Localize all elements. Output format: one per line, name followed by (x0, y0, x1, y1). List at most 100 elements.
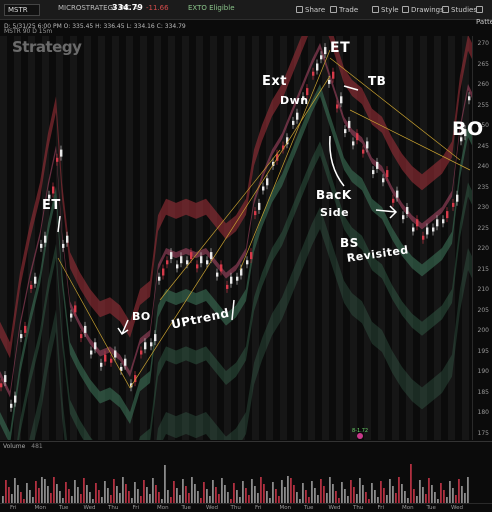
candle-body (386, 170, 389, 178)
candle-body (246, 260, 249, 265)
candle-body (396, 190, 399, 198)
session-shade (238, 36, 245, 440)
volume-bar (458, 479, 460, 503)
volume-bar (434, 492, 436, 503)
candle-body (376, 161, 379, 169)
volume-bar (398, 477, 400, 503)
date-tick-label: Mon (402, 505, 414, 511)
studies-button[interactable]: Studies (442, 4, 477, 16)
session-shade (196, 36, 203, 440)
candle-body (74, 305, 77, 313)
session-shade (140, 36, 147, 440)
session-shade (126, 36, 133, 440)
style-button[interactable]: Style (372, 4, 399, 16)
volume-bar (194, 484, 196, 503)
candle-body (230, 276, 233, 284)
candle-body (452, 202, 455, 207)
price-axis[interactable]: 270 265 260 255 250 245 240 235 230 225 220 215 210 2… (472, 36, 492, 440)
candle-body (40, 243, 43, 248)
candle-body (226, 284, 229, 289)
volume-bar (383, 488, 385, 503)
trendline (329, 57, 461, 161)
volume-bar (92, 499, 94, 503)
volume-bar (8, 487, 10, 503)
annotation-back: BacK (316, 188, 352, 202)
volume-bar (413, 489, 415, 503)
session-shade (308, 36, 315, 440)
volume-bar (224, 485, 226, 503)
share-button[interactable]: Share (296, 4, 325, 16)
volume-bar (281, 480, 283, 503)
candle-body (312, 71, 315, 76)
volume-bar (23, 499, 25, 503)
price-tick-label: 255 (477, 101, 489, 109)
candle-body (10, 403, 13, 408)
annotation-bo-left: BO (132, 310, 151, 323)
candle-body (416, 219, 419, 227)
candle-body (336, 104, 339, 109)
candle-body (166, 260, 169, 265)
candle-body (94, 342, 97, 350)
volume-bar (17, 485, 19, 503)
trendline (349, 109, 471, 171)
date-tick-label: Fri (132, 505, 140, 511)
volume-bar (20, 492, 22, 503)
volume-bar (176, 488, 178, 503)
annotation-side: Side (320, 206, 350, 219)
price-tick-label: 265 (477, 60, 489, 68)
volume-bar (104, 481, 106, 503)
candle-body (206, 260, 209, 265)
trade-button[interactable]: Trade (330, 4, 358, 16)
volume-bar (332, 484, 334, 503)
date-axis[interactable]: Fri Mon Tue Wed Thu Fri Mon Tue Wed Thu Fri Mon Tue W… (0, 503, 492, 512)
candle-body (412, 227, 415, 232)
volume-bar (320, 479, 322, 503)
volume-bar (203, 482, 205, 503)
candle-body (282, 145, 285, 150)
date-tick-label: Wed (328, 505, 341, 511)
volume-bar (464, 493, 466, 503)
volume-bar (221, 478, 223, 503)
volume-bar (275, 489, 277, 503)
pattern-button[interactable]: Pattern (476, 4, 492, 26)
volume-bar (329, 477, 331, 503)
volume-bar (200, 498, 202, 503)
candle-body (316, 63, 319, 71)
drawings-button[interactable]: Drawings (402, 4, 444, 16)
session-shade (350, 36, 357, 440)
volume-bar (239, 497, 241, 503)
volume-bar (152, 478, 154, 503)
candle-body (306, 88, 309, 96)
trendline (129, 75, 331, 389)
volume-bar (212, 480, 214, 503)
symbol-input[interactable]: MSTR (4, 4, 40, 16)
volume-bar (314, 488, 316, 503)
volume-bar (446, 497, 448, 503)
volume-bar (293, 485, 295, 503)
candle-body (460, 137, 463, 142)
volume-bar (347, 496, 349, 503)
volume-bar (452, 488, 454, 503)
candle-body (320, 55, 323, 60)
volume-bar (416, 496, 418, 503)
volume-bar (14, 478, 16, 503)
annotation-bo-right: BO (452, 118, 484, 140)
toolbar: MSTR MICROSTRATEGY INC A 334.79 -11.66 E… (0, 0, 492, 26)
candle-body (446, 211, 449, 219)
volume-bar (374, 490, 376, 503)
price-tick-label: 225 (477, 224, 489, 232)
session-shade (462, 36, 469, 440)
price-tick-label: 270 (477, 40, 489, 47)
volume-bar (377, 497, 379, 503)
volume-bar (62, 498, 64, 503)
candle-body (210, 252, 213, 260)
volume-bar (80, 494, 82, 503)
candle-body (296, 112, 299, 120)
price-chart[interactable] (0, 36, 472, 440)
volume-chart[interactable] (0, 451, 472, 503)
volume-bar (290, 478, 292, 503)
candle-body (436, 219, 439, 227)
candle-body (124, 358, 127, 366)
volume-bar (407, 498, 409, 503)
candle-body (110, 358, 113, 363)
